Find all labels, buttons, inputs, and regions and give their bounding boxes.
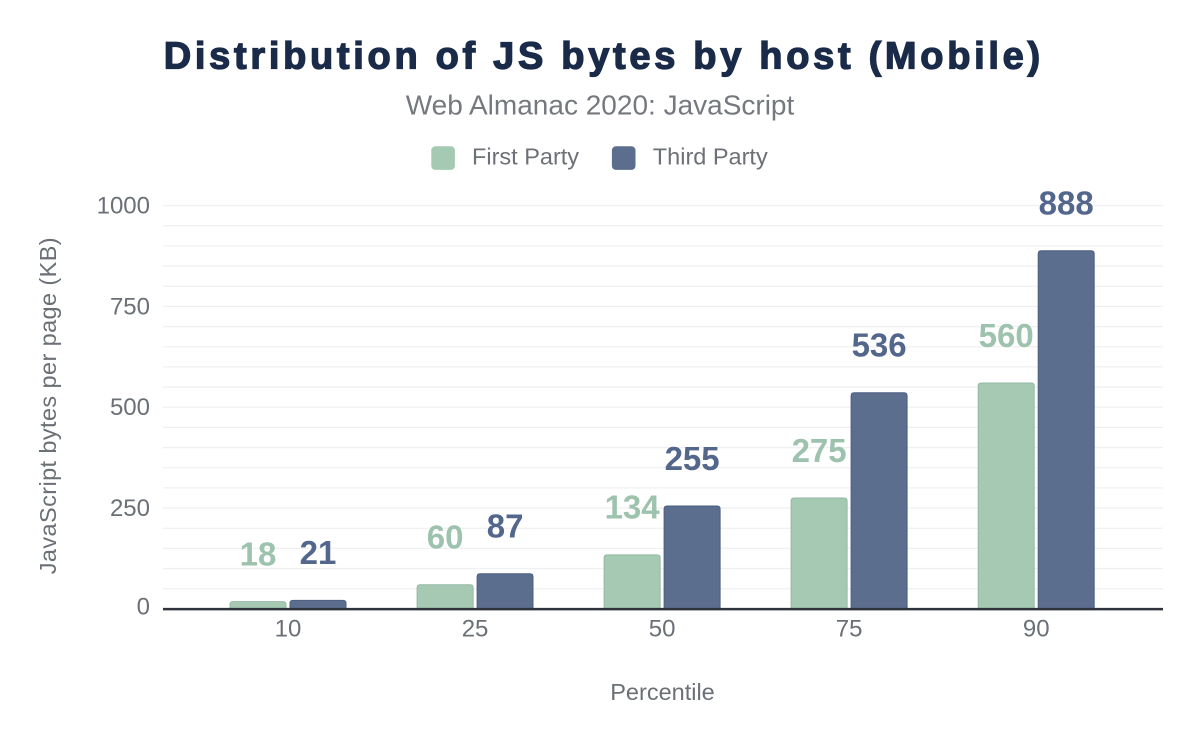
svg-text:60: 60	[427, 519, 464, 556]
svg-text:750: 750	[110, 294, 150, 321]
svg-text:90: 90	[1023, 615, 1050, 642]
svg-text:888: 888	[1039, 185, 1094, 222]
svg-text:536: 536	[852, 327, 907, 364]
svg-text:25: 25	[462, 615, 489, 642]
svg-text:255: 255	[665, 440, 720, 477]
svg-text:0: 0	[137, 593, 150, 620]
svg-text:JavaScript bytes per page (KB): JavaScript bytes per page (KB)	[35, 237, 61, 574]
svg-text:21: 21	[300, 534, 337, 571]
svg-text:560: 560	[979, 317, 1034, 354]
svg-text:500: 500	[110, 394, 150, 421]
svg-text:Web Almanac 2020: JavaScript: Web Almanac 2020: JavaScript	[406, 89, 795, 120]
svg-text:75: 75	[836, 615, 863, 642]
svg-text:18: 18	[240, 535, 277, 572]
svg-text:50: 50	[649, 615, 676, 642]
svg-text:Percentile: Percentile	[610, 679, 715, 705]
svg-text:Third Party: Third Party	[653, 143, 768, 169]
svg-text:275: 275	[792, 432, 847, 469]
svg-text:250: 250	[110, 495, 150, 522]
svg-text:Distribution of JS bytes by ho: Distribution of JS bytes by host (Mobile…	[164, 35, 1044, 77]
svg-text:First Party: First Party	[472, 143, 579, 169]
svg-text:10: 10	[275, 615, 302, 642]
svg-text:87: 87	[487, 508, 524, 545]
svg-text:1000: 1000	[97, 193, 150, 220]
svg-text:134: 134	[605, 489, 661, 526]
